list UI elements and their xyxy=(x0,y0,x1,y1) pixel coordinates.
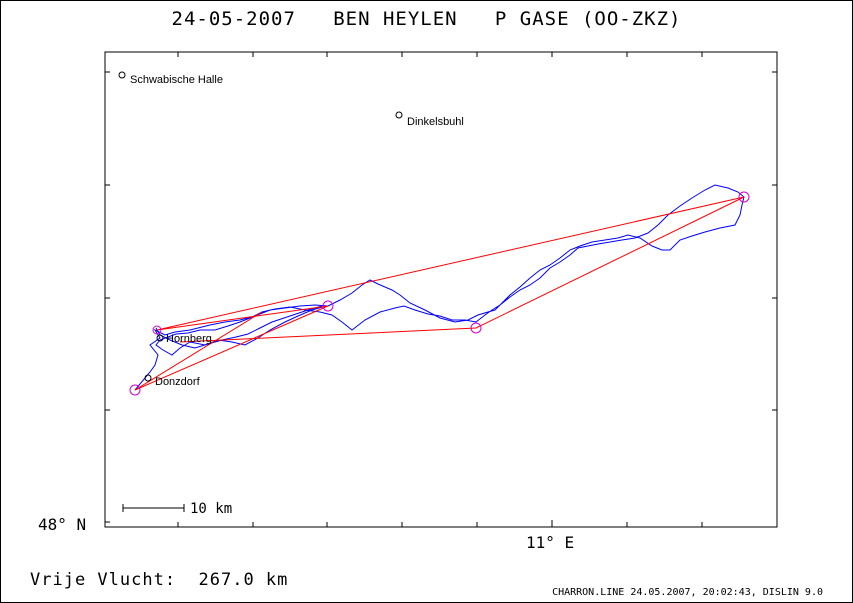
right-ticks xyxy=(772,71,777,411)
top-ticks xyxy=(177,52,703,57)
svg-text:Dinkelsbuhl: Dinkelsbuhl xyxy=(407,116,464,128)
footer-credit: CHARRON.LINE 24.05.2007, 20:02:43, DISLI… xyxy=(552,587,823,598)
turnpoint-4 xyxy=(152,325,162,335)
turnpoints xyxy=(129,191,750,396)
bottom-ticks xyxy=(177,520,703,527)
map-title: 24-05-2007 BEN HEYLEN P GASE (OO-ZKZ) xyxy=(171,8,682,30)
turnpoint-3 xyxy=(470,322,482,334)
flight-legs xyxy=(134,196,745,391)
svg-text:Hornberg: Hornberg xyxy=(166,333,212,345)
turnpoint-1 xyxy=(322,300,334,312)
left-ticks xyxy=(105,71,110,523)
turnpoint-start xyxy=(129,384,141,396)
place-hornberg: Hornberg xyxy=(156,333,212,345)
latitude-label: 48° N xyxy=(38,515,86,534)
gps-track-detail xyxy=(155,305,323,349)
longitude-label: 11° E xyxy=(526,533,574,552)
svg-text:Schwabische Halle: Schwabische Halle xyxy=(130,74,223,86)
turnpoint-2 xyxy=(738,191,750,203)
plot-area xyxy=(104,51,778,528)
place-donzdorf: Donzdorf xyxy=(144,374,201,388)
gps-track xyxy=(134,184,745,391)
scale-bar: 10 km xyxy=(122,501,232,517)
place-schwabische-halle: Schwabische Halle xyxy=(118,71,223,86)
svg-text:Donzdorf: Donzdorf xyxy=(155,376,201,388)
scale-bar-label: 10 km xyxy=(190,501,232,517)
distance-summary: Vrije Vlucht: 267.0 km xyxy=(30,570,289,590)
place-dinkelsbuhl: Dinkelsbuhl xyxy=(395,111,464,128)
